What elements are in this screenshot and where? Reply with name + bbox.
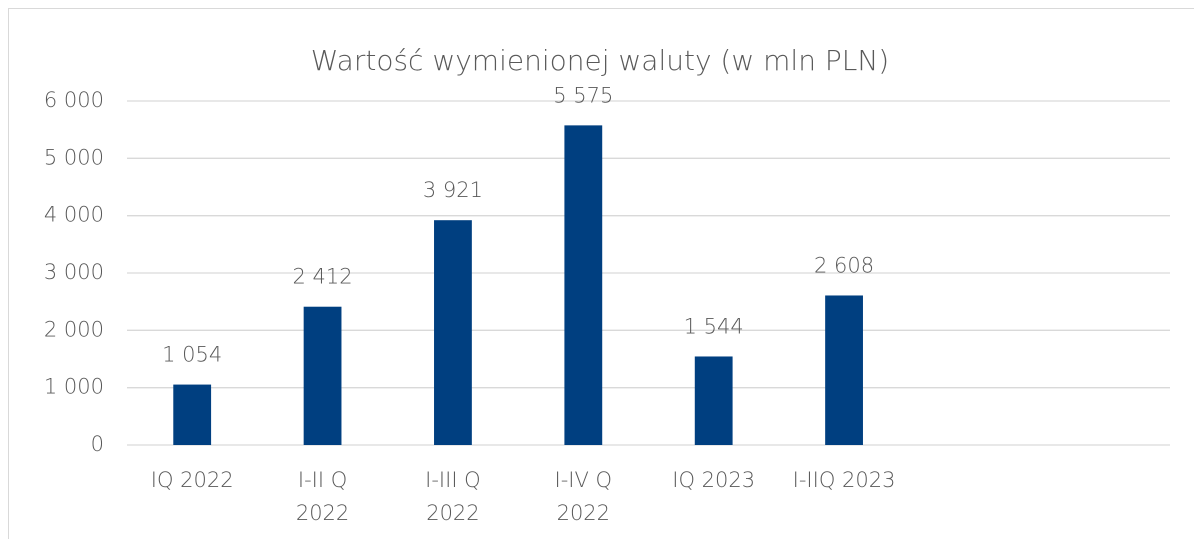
chart-title: Wartość wymienionej waluty (w mln PLN) bbox=[311, 44, 889, 77]
y-tick-label: 2 000 bbox=[44, 317, 104, 341]
y-tick-label: 5 000 bbox=[44, 145, 104, 169]
x-tick-label: I-II Q 2022 bbox=[296, 468, 349, 525]
bar bbox=[434, 220, 472, 445]
bar bbox=[694, 356, 733, 445]
y-tick-label: 0 bbox=[91, 432, 104, 456]
data-label: 2 412 bbox=[293, 265, 353, 289]
bar bbox=[303, 306, 342, 445]
data-label: 3 921 bbox=[423, 178, 483, 202]
y-tick-label: 4 000 bbox=[44, 203, 104, 227]
chart-frame bbox=[8, 8, 1194, 539]
data-label: 1 544 bbox=[684, 314, 744, 338]
data-label: 1 054 bbox=[162, 343, 222, 367]
bar bbox=[825, 295, 863, 445]
x-tick-label: I-IV Q 2022 bbox=[555, 468, 613, 525]
x-tick-label: IQ 2022 bbox=[151, 468, 234, 492]
y-tick-label: 6 000 bbox=[44, 88, 104, 112]
data-label: 2 608 bbox=[814, 253, 874, 277]
data-label: 5 575 bbox=[553, 83, 613, 107]
bar bbox=[173, 384, 212, 445]
x-tick-label: IQ 2023 bbox=[672, 468, 755, 492]
bar bbox=[564, 125, 603, 445]
y-tick-label: 1 000 bbox=[44, 375, 104, 399]
x-tick-label: I-III Q 2022 bbox=[425, 468, 481, 525]
y-tick-label: 3 000 bbox=[44, 260, 104, 284]
x-tick-label: I-IIQ 2023 bbox=[793, 468, 896, 492]
